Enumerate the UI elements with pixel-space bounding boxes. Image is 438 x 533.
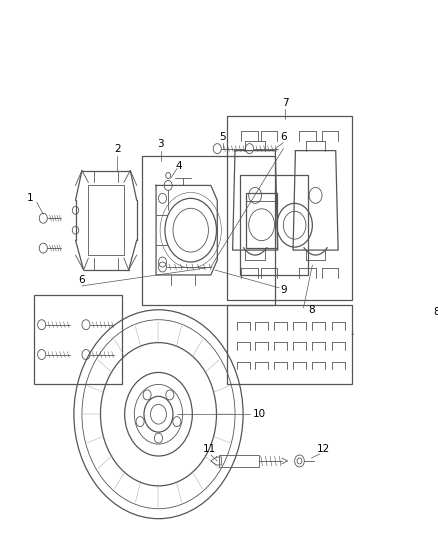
- Text: 12: 12: [317, 444, 330, 454]
- Bar: [219, 455, 259, 467]
- Text: 10: 10: [253, 409, 266, 419]
- Text: 3: 3: [158, 139, 164, 149]
- Text: 5: 5: [219, 132, 226, 142]
- Text: 6: 6: [79, 275, 85, 285]
- Text: 6: 6: [280, 132, 286, 142]
- Bar: [227, 116, 352, 300]
- Text: 9: 9: [280, 285, 286, 295]
- Text: 8: 8: [308, 305, 315, 315]
- Bar: [240, 175, 308, 275]
- Bar: [246, 193, 277, 248]
- Text: 1: 1: [27, 193, 34, 204]
- Bar: [142, 156, 276, 305]
- Bar: [34, 295, 122, 384]
- Text: 2: 2: [114, 143, 121, 154]
- Text: 4: 4: [175, 160, 182, 171]
- Text: 11: 11: [203, 444, 216, 454]
- Text: 8: 8: [433, 307, 438, 317]
- Bar: [88, 185, 124, 255]
- Text: 7: 7: [282, 98, 288, 108]
- Bar: [227, 305, 352, 384]
